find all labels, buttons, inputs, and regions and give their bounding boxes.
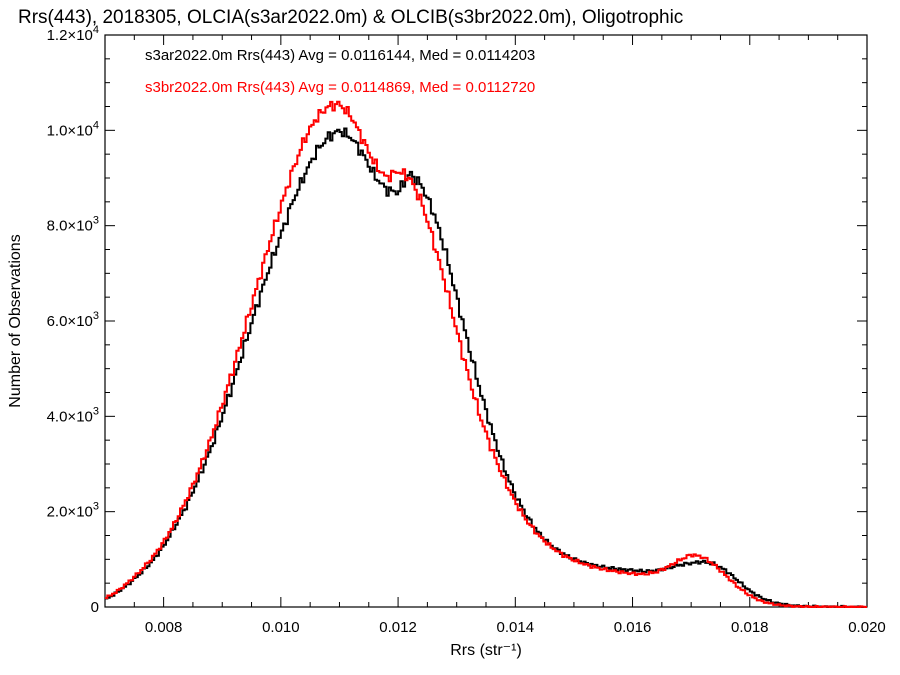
y-tick-label-6: 1.2×104 xyxy=(47,24,99,44)
legend-entry-olcib: s3br2022.0m Rrs(443) Avg = 0.0114869, Me… xyxy=(145,79,535,96)
series-line-olcib xyxy=(105,100,867,608)
series-line-olcia xyxy=(105,127,867,608)
x-tick-label-0: 0.008 xyxy=(145,619,183,636)
x-tick-label-3: 0.014 xyxy=(497,619,535,636)
x-tick-label-5: 0.018 xyxy=(731,619,769,636)
y-tick-label-4: 8.0×103 xyxy=(47,215,99,235)
x-tick-label-6: 0.020 xyxy=(848,619,886,636)
x-tick-label-1: 0.010 xyxy=(262,619,300,636)
y-axis-label: Number of Observations xyxy=(7,234,24,407)
x-tick-label-4: 0.016 xyxy=(614,619,652,636)
y-tick-label-1: 2.0×103 xyxy=(47,501,99,521)
x-axis: 0.008 0.010 0.012 0.014 0.016 0.018 0.020 xyxy=(104,35,886,636)
chart-title: Rrs(443), 2018305, OLCIA(s3ar2022.0m) & … xyxy=(18,7,683,28)
legend-entry-olcia: s3ar2022.0m Rrs(443) Avg = 0.0116144, Me… xyxy=(145,47,535,64)
y-tick-label-3: 6.0×103 xyxy=(47,310,99,330)
series-lines xyxy=(105,100,867,608)
plot-frame xyxy=(104,34,868,608)
y-tick-label-2: 4.0×103 xyxy=(47,405,99,425)
y-axis: 0 2.0×103 4.0×103 6.0×103 8.0×103 1.0×104 1.2×… xyxy=(47,24,867,616)
x-axis-label: Rrs (str⁻¹) xyxy=(450,642,522,659)
y-tick-label-5: 1.0×104 xyxy=(47,119,99,139)
x-tick-label-2: 0.012 xyxy=(379,619,417,636)
y-tick-label-0: 0 xyxy=(91,599,99,616)
